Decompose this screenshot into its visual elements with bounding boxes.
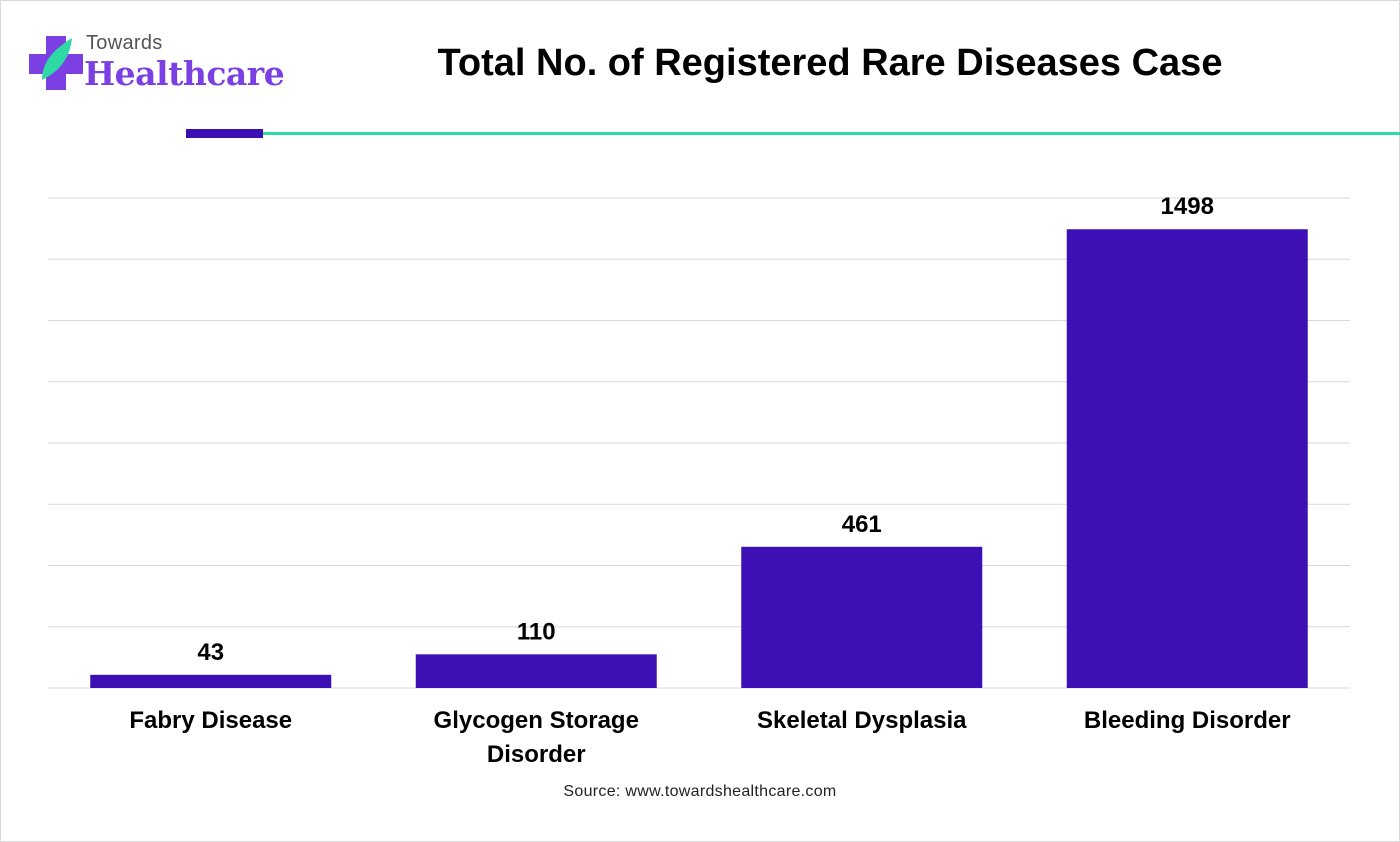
data-label: 1498 xyxy=(1161,193,1214,220)
brand-main-text: Healthcare xyxy=(84,54,285,93)
data-label: 43 xyxy=(197,639,224,666)
brand-logo: Towards Healthcare xyxy=(28,30,285,100)
category-label: Bleeding Disorder xyxy=(1084,707,1291,734)
category-label: Glycogen Storage Disorder xyxy=(434,707,639,768)
data-label: 110 xyxy=(517,618,556,645)
title-underline-rule xyxy=(263,132,1400,135)
chart-title: Total No. of Registered Rare Diseases Ca… xyxy=(437,42,1223,84)
medical-cross-icon xyxy=(29,36,83,90)
bar xyxy=(741,546,983,688)
source-note: Source: www.towardshealthcare.com xyxy=(563,783,837,800)
brand-top-text: Towards xyxy=(86,32,163,54)
data-label: 461 xyxy=(842,511,882,538)
category-label: Fabry Disease xyxy=(129,707,292,734)
bar xyxy=(1066,229,1308,689)
category-label: Skeletal Dysplasia xyxy=(757,707,967,734)
bar xyxy=(415,654,657,688)
bar xyxy=(90,674,332,688)
title-underline-accent xyxy=(186,129,263,138)
